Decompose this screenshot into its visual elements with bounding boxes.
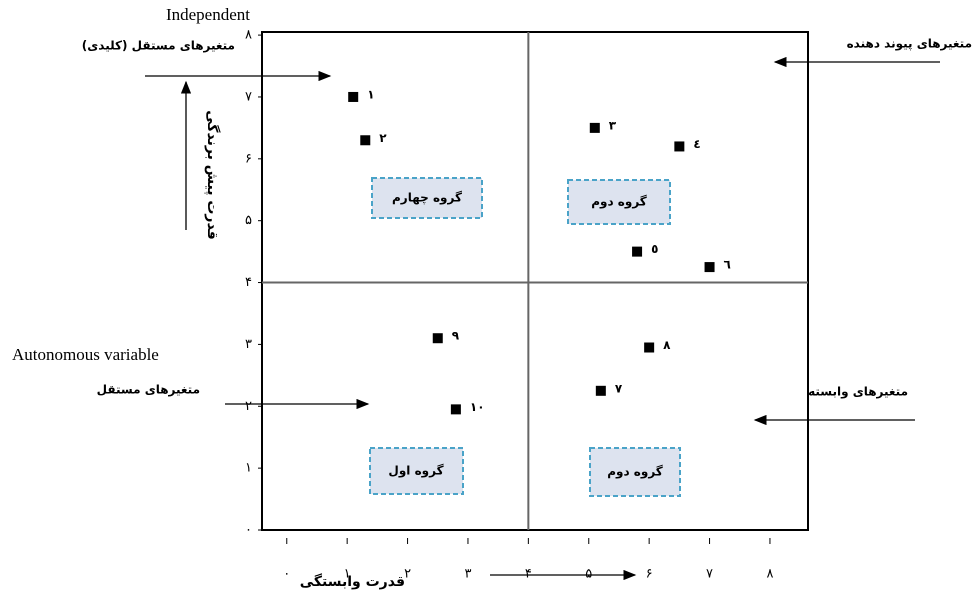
point-label: ٨ <box>663 338 671 352</box>
y-tick-label: ٠ <box>245 523 252 538</box>
quadrant-label: گروه دوم <box>591 195 647 210</box>
point-label: ٢ <box>379 131 387 145</box>
point-label: ١ <box>367 87 374 101</box>
y-axis-title: قدرت پیش برندگی <box>204 110 221 240</box>
quadrant-label: گروه چهارم <box>392 191 462 206</box>
x-tick-label: ٢ <box>404 567 411 582</box>
annotation: متغیرهای وابسته <box>808 385 908 400</box>
annotation: متغیرهای مستقل <box>97 383 200 397</box>
y-tick-label: ۴ <box>245 275 252 290</box>
point <box>674 141 685 152</box>
y-tick-label: ١ <box>245 461 252 476</box>
quadrant-box <box>369 447 464 495</box>
point-label: ١٠ <box>470 400 485 414</box>
annotation: متغیرهای پیوند دهنده <box>847 37 972 52</box>
point <box>360 135 371 146</box>
point-label: ٥ <box>651 242 658 256</box>
y-tick-label: ٨ <box>245 28 252 43</box>
x-tick-label: ۶ <box>646 567 653 582</box>
annotation: Autonomous variable <box>12 345 159 364</box>
point-label: ٣ <box>609 118 617 132</box>
point <box>595 385 606 396</box>
x-axis-title: قدرت وابستگی <box>300 573 405 590</box>
point <box>348 91 359 102</box>
annotation: Independent <box>166 5 250 24</box>
y-tick-label: ۵ <box>245 213 252 228</box>
annotation: متغیرهای مستقل (کلیدی) <box>82 39 235 53</box>
quadrant-box <box>371 177 483 219</box>
point-label: ٧ <box>615 381 623 395</box>
x-tick-label: ٣ <box>464 567 471 582</box>
y-tick-label: ٣ <box>245 337 252 352</box>
quadrant-label: گروه اول <box>388 464 443 479</box>
quadrant-box <box>567 179 671 225</box>
point <box>450 404 461 415</box>
point-label: ٦ <box>724 258 731 272</box>
x-tick-label: ۵ <box>585 567 592 582</box>
y-tick-label: ٧ <box>245 89 252 104</box>
point <box>644 342 655 353</box>
point <box>589 122 600 133</box>
x-tick-label: ٠ <box>283 567 290 582</box>
point-label: ٩ <box>452 329 460 343</box>
y-tick-label: ٢ <box>245 399 252 414</box>
point <box>432 333 443 344</box>
x-tick-label: ١ <box>344 567 351 582</box>
quadrant-box <box>589 447 681 497</box>
y-tick-label: ۶ <box>245 151 252 166</box>
point <box>632 246 643 257</box>
x-tick-label: ۴ <box>525 567 532 582</box>
plot-frame <box>261 31 809 531</box>
quadrant-label: گروه دوم <box>607 465 663 480</box>
point <box>704 262 715 273</box>
x-tick-label: ٨ <box>766 567 773 582</box>
x-tick-label: ٧ <box>706 567 713 582</box>
point-label: ٤ <box>693 137 700 151</box>
